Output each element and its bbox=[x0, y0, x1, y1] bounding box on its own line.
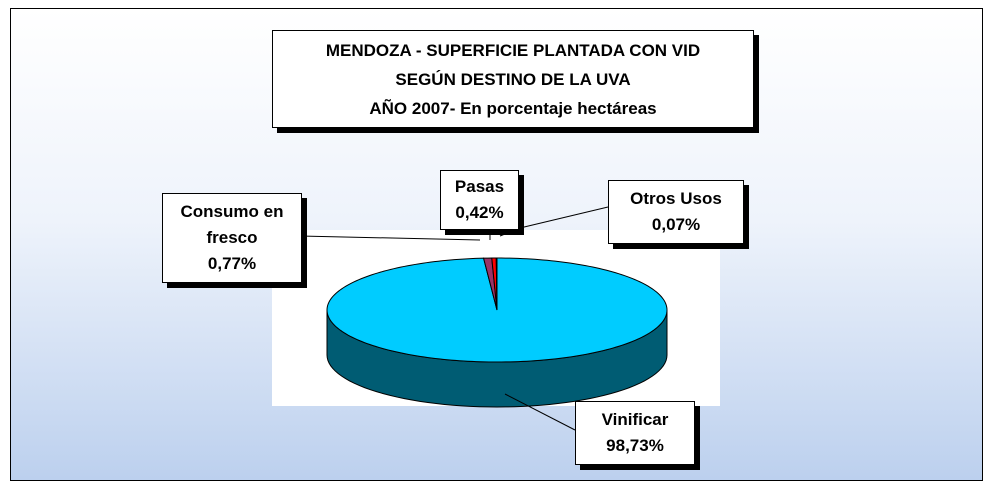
label-value: 0,07% bbox=[651, 215, 701, 234]
data-label: Consumo en fresco 0,77% bbox=[162, 193, 302, 283]
data-label: Otros Usos 0,07% bbox=[608, 180, 744, 244]
title-line: MENDOZA - SUPERFICIE PLANTADA CON VID bbox=[325, 40, 701, 60]
chart-title: MENDOZA - SUPERFICIE PLANTADA CON VID SE… bbox=[272, 30, 754, 128]
leader-line bbox=[499, 206, 609, 237]
label-value: 0,77% bbox=[207, 254, 257, 273]
data-label: Pasas 0,42% bbox=[440, 170, 519, 230]
label-name: Otros Usos bbox=[630, 189, 722, 208]
label-name: Pasas bbox=[454, 177, 505, 196]
title-line: SEGÚN DESTINO DE LA UVA bbox=[395, 69, 631, 89]
label-name: Vinificar bbox=[601, 410, 669, 429]
leader-line bbox=[504, 393, 576, 431]
label-value: 0,42% bbox=[455, 203, 504, 222]
title-line: AÑO 2007- En porcentaje hectáreas bbox=[369, 98, 657, 118]
data-label: Vinificar 98,73% bbox=[575, 401, 695, 465]
label-value: 98,73% bbox=[606, 436, 664, 455]
pie-slice bbox=[495, 257, 498, 311]
leader-line bbox=[299, 235, 481, 241]
label-name: Consumo en fresco bbox=[180, 202, 284, 247]
